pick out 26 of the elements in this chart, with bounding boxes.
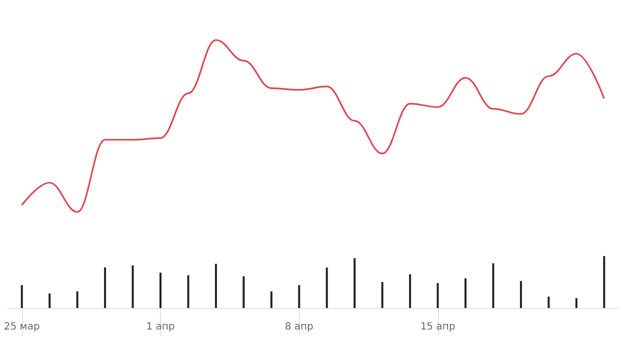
bar <box>381 282 384 308</box>
x-tick-label: 25 мар <box>4 322 40 332</box>
x-tick-label: 8 апр <box>284 322 314 332</box>
bar <box>354 258 356 308</box>
bar <box>187 275 190 308</box>
bar <box>464 278 466 308</box>
bar <box>20 285 23 308</box>
x-tick-label: 1 апр <box>146 322 175 332</box>
bar <box>132 265 134 308</box>
bar <box>548 296 550 308</box>
bar <box>603 256 606 308</box>
x-tick-label: 15 апр <box>420 322 456 332</box>
bar <box>436 283 439 308</box>
bar <box>48 293 51 308</box>
bar <box>76 291 78 308</box>
bar <box>492 263 494 308</box>
bar <box>326 267 328 308</box>
bar <box>520 280 522 308</box>
bar <box>270 291 272 308</box>
bar <box>242 276 245 308</box>
bar <box>409 274 412 308</box>
bar <box>160 272 162 308</box>
bar <box>104 267 106 308</box>
bar <box>214 264 217 308</box>
bar <box>575 298 578 308</box>
bar <box>298 285 300 308</box>
